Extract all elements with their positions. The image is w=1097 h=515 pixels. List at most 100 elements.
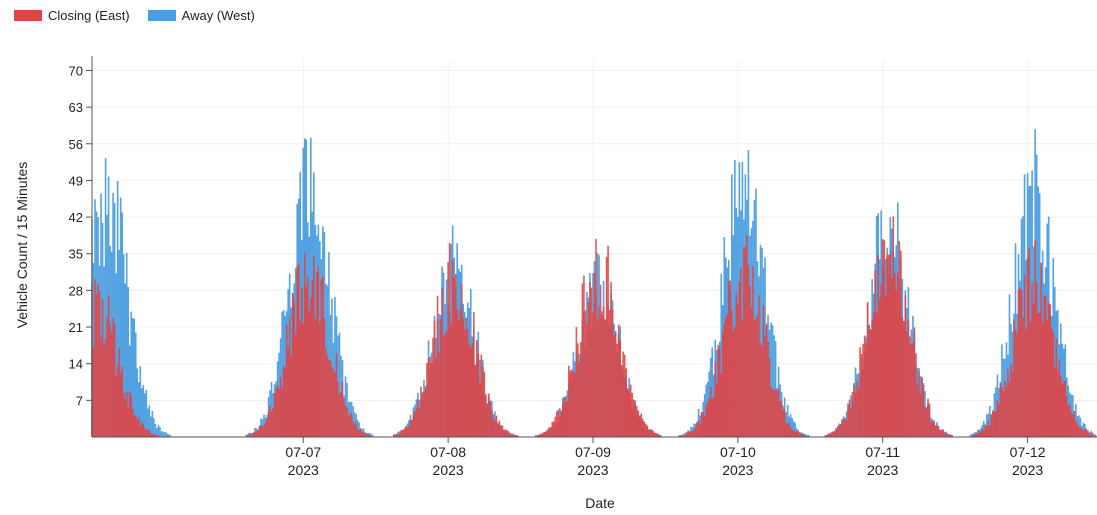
bar-closing — [397, 433, 400, 437]
legend-item-closing[interactable]: Closing (East) — [14, 8, 130, 23]
bar-closing — [136, 419, 139, 437]
bar-closing — [1017, 289, 1020, 437]
bar-closing — [614, 332, 617, 437]
legend-item-away[interactable]: Away (West) — [147, 8, 255, 23]
bar-closing — [889, 251, 892, 437]
bar-closing — [409, 420, 412, 437]
bar-closing — [325, 348, 327, 437]
bar-closing — [583, 275, 585, 437]
bar-closing — [270, 412, 273, 437]
bar-closing — [350, 414, 353, 437]
bar-closing — [602, 306, 605, 437]
bar-closing — [568, 365, 570, 437]
bar-away — [755, 188, 757, 437]
bar-closing — [1075, 420, 1077, 437]
bar-closing — [139, 425, 142, 437]
bar-closing — [334, 372, 336, 437]
bar-closing — [261, 426, 264, 437]
bar-closing — [711, 398, 714, 437]
bar-closing — [771, 389, 774, 437]
bar-closing — [595, 238, 597, 437]
bar-closing — [328, 359, 330, 437]
legend: Closing (East) Away (West) — [14, 8, 273, 23]
bar-closing — [681, 434, 683, 437]
bar-closing — [651, 429, 653, 437]
bar-closing — [491, 409, 493, 437]
bar-closing — [617, 324, 620, 437]
bar-away — [104, 158, 107, 437]
y-tick-label: 49 — [69, 173, 83, 188]
bar-closing — [741, 319, 744, 437]
bar-closing — [746, 235, 748, 437]
bar-closing — [684, 434, 686, 437]
bar-closing — [329, 361, 332, 437]
bar-closing — [498, 420, 501, 437]
bar-closing — [690, 432, 692, 437]
bar-away — [970, 433, 973, 437]
bar-closing — [693, 429, 695, 437]
bar-closing — [113, 323, 116, 437]
bar-closing — [95, 293, 98, 437]
bar-closing — [480, 354, 483, 437]
bar-closing — [703, 416, 706, 437]
bar-closing — [1038, 313, 1041, 437]
bar-away — [1075, 404, 1077, 437]
y-tick-label: 14 — [69, 357, 83, 372]
bar-closing — [144, 428, 146, 437]
bar-closing — [150, 433, 152, 437]
bar-closing — [743, 247, 745, 437]
bar-closing — [454, 273, 457, 437]
bar-closing — [346, 407, 348, 437]
bar-closing — [712, 397, 715, 437]
bar-away — [1093, 434, 1095, 437]
bar-closing — [412, 413, 415, 437]
bar-closing — [641, 420, 644, 437]
bar-closing — [592, 312, 594, 437]
bar-away — [678, 435, 680, 437]
bar-closing — [560, 410, 563, 437]
bar-away — [353, 412, 356, 437]
bar-closing — [1020, 289, 1023, 437]
bar-closing — [798, 433, 801, 437]
bar-closing — [875, 312, 878, 437]
bar-closing — [154, 434, 157, 437]
bar-closing — [509, 432, 511, 437]
bar-closing — [619, 339, 621, 437]
bar-away — [1078, 415, 1080, 437]
bar-closing — [400, 429, 403, 437]
bar-closing — [892, 216, 895, 437]
bar-closing — [303, 252, 306, 437]
bar-closing — [264, 421, 267, 437]
y-tick-label: 70 — [69, 63, 83, 78]
bar-closing — [472, 312, 475, 437]
bar-closing — [717, 344, 720, 437]
bar-away — [130, 311, 133, 437]
bar-away — [789, 414, 792, 437]
bar-closing — [302, 323, 305, 437]
bar-away — [142, 384, 145, 437]
bar-closing — [598, 306, 600, 437]
bar-closing — [482, 366, 484, 437]
bar-away — [690, 426, 692, 437]
bar-closing — [495, 415, 498, 437]
bar-closing — [542, 432, 544, 437]
bar-closing — [632, 399, 635, 437]
closing-swatch-icon — [14, 10, 42, 21]
bar-closing — [868, 325, 870, 437]
bar-closing — [737, 304, 739, 437]
bar-away — [773, 335, 775, 437]
bar-closing — [881, 238, 884, 437]
bar-closing — [320, 279, 323, 437]
bar-closing — [1005, 386, 1008, 437]
bar-closing — [104, 338, 107, 437]
bar-closing — [468, 344, 471, 437]
bar-closing — [332, 370, 335, 437]
bar-closing — [569, 370, 572, 437]
bar-closing — [973, 434, 976, 437]
bar-closing — [462, 318, 465, 437]
bar-closing — [728, 280, 730, 437]
bar-closing — [581, 283, 584, 437]
bar-closing — [546, 429, 549, 437]
bar-closing — [1032, 303, 1035, 437]
bar-closing — [1023, 274, 1026, 437]
